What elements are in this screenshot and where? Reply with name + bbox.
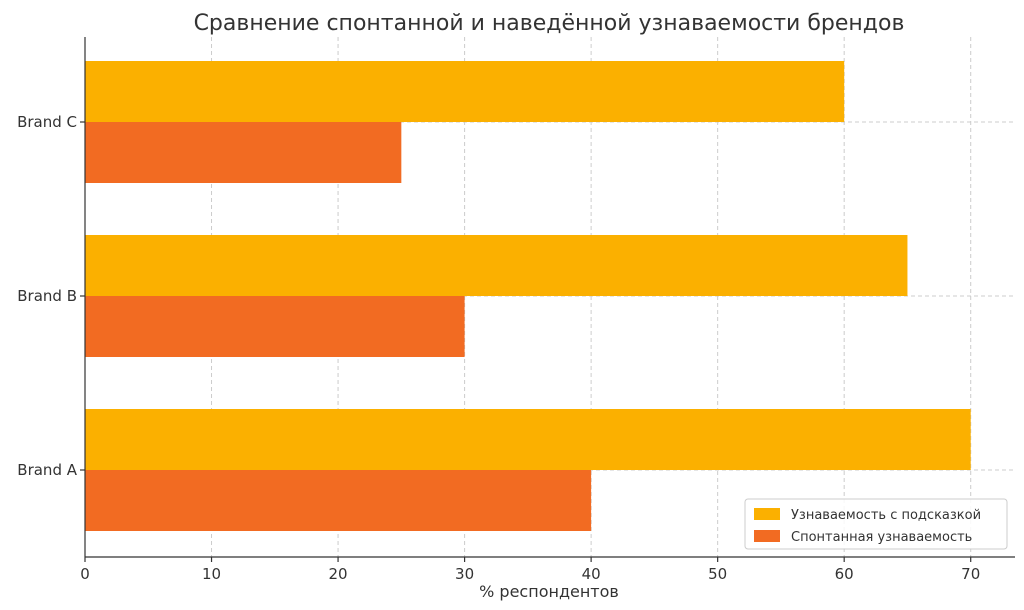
x-tick-label: 60 — [835, 565, 854, 583]
x-tick-label: 0 — [80, 565, 90, 583]
legend-swatch — [754, 508, 780, 520]
bars-layer — [85, 61, 971, 531]
legend-box — [744, 498, 1008, 550]
legend-label: Спонтанная узнаваемость — [791, 530, 972, 545]
axes-layer: 0 10 20 30 40 50 60 70 Brand A Brand B Brand C — [17, 37, 1015, 583]
x-axis-label: % респондентов — [479, 582, 619, 601]
legend-label: Узнаваемость с подсказкой — [791, 508, 981, 523]
x-tick-label: 40 — [582, 565, 601, 583]
bar — [85, 122, 402, 183]
chart-title: Сравнение спонтанной и наведённой узнава… — [194, 11, 905, 36]
x-tick-label: 30 — [455, 565, 474, 583]
x-tick-label: 10 — [202, 565, 221, 583]
bar — [85, 235, 908, 296]
y-tick-label: Brand B — [17, 287, 77, 305]
x-tick-label: 50 — [708, 565, 727, 583]
legend-swatch — [754, 530, 780, 542]
bar — [85, 470, 592, 531]
y-tick-label: Brand A — [17, 461, 77, 479]
y-tick-label: Brand C — [17, 113, 77, 131]
bar — [85, 61, 845, 122]
x-tick-label: 20 — [329, 565, 348, 583]
legend: Узнаваемость с подсказкой Спонтанная узна… — [744, 498, 1008, 550]
x-tick-label: 70 — [961, 565, 980, 583]
bar — [85, 409, 971, 470]
bar — [85, 296, 465, 357]
